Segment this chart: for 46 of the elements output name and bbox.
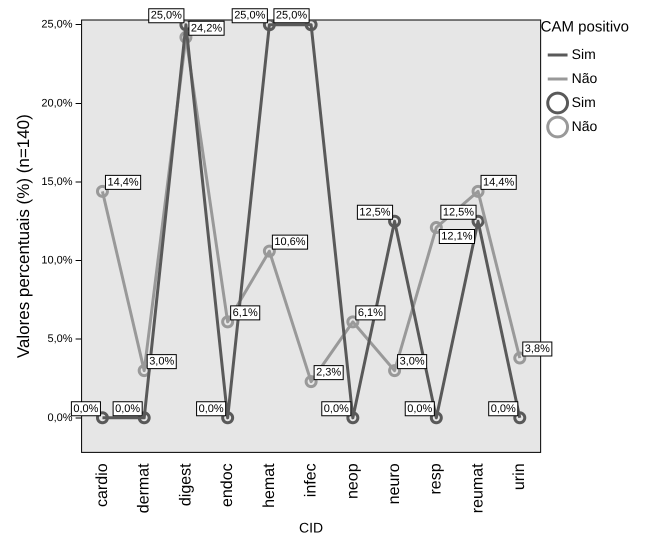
data-label: 6,1% bbox=[232, 306, 258, 319]
x-tick-label: infec bbox=[302, 463, 320, 498]
data-label: 3,0% bbox=[149, 356, 174, 368]
y-tick-label: 20,0% bbox=[41, 97, 73, 110]
legend-title: CAM positivo bbox=[540, 18, 629, 36]
y-tick-label: 10,0% bbox=[41, 254, 73, 267]
y-tick-label: 0,0% bbox=[48, 412, 73, 424]
data-label: 0,0% bbox=[407, 402, 433, 415]
y-tick-label: 5,0% bbox=[48, 333, 73, 346]
data-label: 24,2% bbox=[190, 22, 222, 34]
x-tick-label: reumat bbox=[469, 462, 486, 514]
legend-label: Sim bbox=[572, 46, 596, 62]
x-tick-label: urin bbox=[511, 463, 528, 490]
data-label: 0,0% bbox=[324, 402, 350, 415]
y-axis-title: Valores percentuais (%) (n=140) bbox=[14, 114, 33, 358]
data-label: 10,6% bbox=[274, 236, 306, 248]
x-tick-label: hemat bbox=[260, 462, 278, 508]
data-label: 0,0% bbox=[198, 402, 224, 415]
data-label: 0,0% bbox=[73, 402, 99, 415]
data-label: 14,4% bbox=[107, 176, 139, 188]
x-tick-label: dermat bbox=[136, 462, 153, 514]
legend-label: Não bbox=[572, 118, 598, 134]
data-label: 2,3% bbox=[316, 366, 342, 379]
legend-label: Sim bbox=[572, 94, 596, 110]
x-tick-label: digest bbox=[177, 462, 194, 506]
x-tick-label: neop bbox=[344, 463, 362, 499]
data-label: 12,1% bbox=[441, 230, 473, 243]
x-tick-label: neuro bbox=[386, 463, 403, 504]
x-axis-title: CID bbox=[299, 519, 324, 536]
x-tick-label: resp bbox=[428, 463, 445, 495]
data-label: 0,0% bbox=[490, 402, 516, 415]
data-label: 3,8% bbox=[524, 343, 550, 356]
data-label: 25,0% bbox=[150, 10, 182, 22]
data-label: 25,0% bbox=[276, 10, 308, 22]
data-label: 25,0% bbox=[234, 10, 266, 22]
data-label: 6,1% bbox=[358, 306, 384, 319]
x-tick-label: endoc bbox=[219, 463, 236, 507]
y-tick-label: 25,0% bbox=[41, 18, 73, 31]
data-label: 3,0% bbox=[400, 356, 425, 368]
data-label: 12,5% bbox=[442, 206, 474, 218]
data-label: 14,4% bbox=[483, 176, 514, 188]
x-tick-label: cardio bbox=[94, 463, 111, 507]
data-label: 0,0% bbox=[115, 402, 140, 415]
legend-label: Não bbox=[572, 70, 598, 86]
y-tick-label: 15,0% bbox=[41, 176, 73, 188]
data-label: 12,5% bbox=[359, 206, 391, 218]
